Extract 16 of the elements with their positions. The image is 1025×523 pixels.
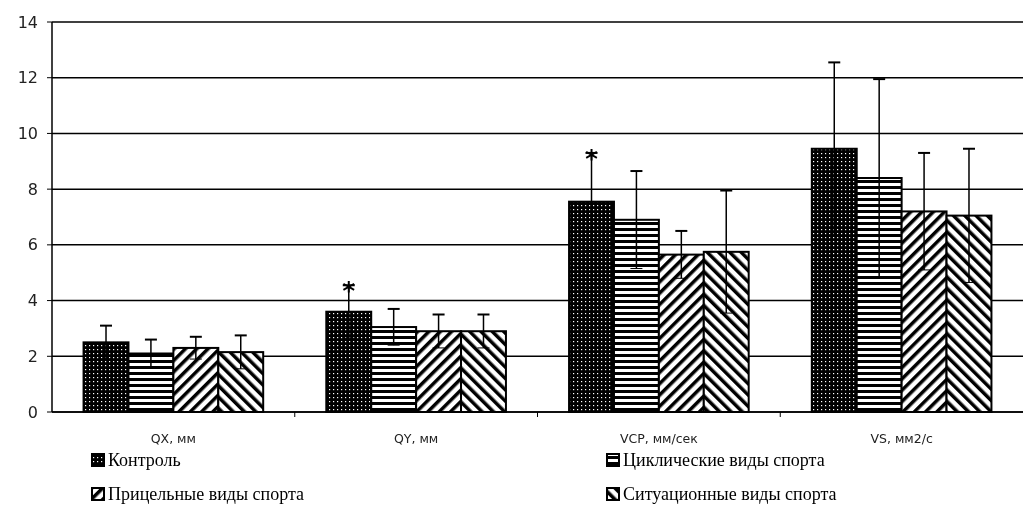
x-tick-label: VCP, мм/сек [619,431,699,446]
x-tick-label: VS, мм2/с [870,431,933,446]
y-tick-label: 0 [27,402,38,422]
y-tick-label: 4 [27,291,38,311]
y-tick-label: 12 [17,68,38,88]
legend-label: Циклические виды спорта [623,450,825,470]
x-tick-label: QY, мм [393,431,439,446]
y-tick-label: 8 [27,179,38,199]
x-tick-label: QX, мм [150,431,196,446]
y-tick-label: 10 [17,123,38,143]
y-tick-label: 2 [27,346,38,366]
y-tick-label: 6 [27,235,38,255]
y-tick-label: 14 [17,12,38,32]
legend-label: Прицельные виды спорта [108,484,305,504]
legend-label: Ситуационные виды спорта [623,484,837,504]
legend-label: Контроль [108,450,181,470]
